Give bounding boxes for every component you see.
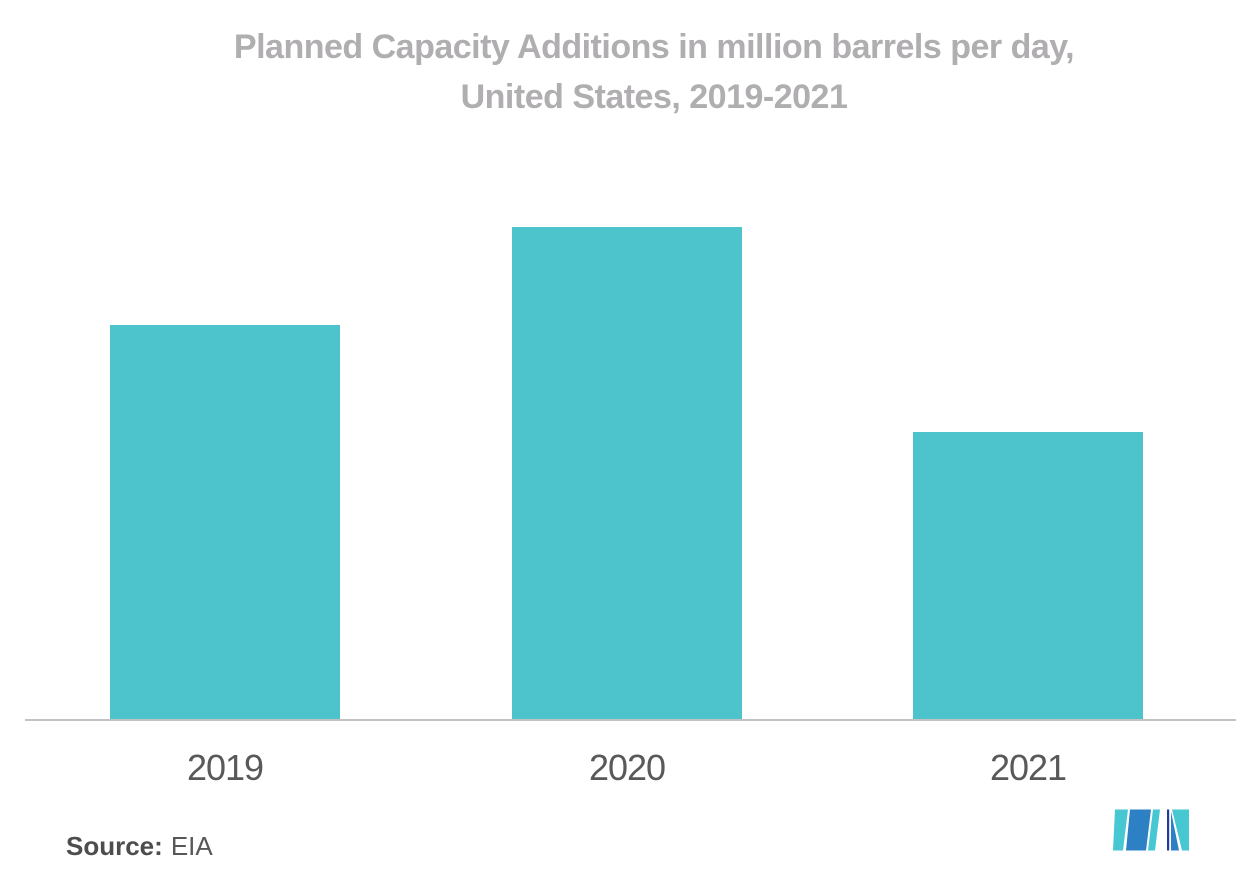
- logo-navy-line: [1167, 809, 1170, 851]
- bar-2021: [913, 432, 1143, 719]
- logo-left-teal-band: [1113, 809, 1128, 851]
- source-value: EIA: [170, 831, 213, 861]
- x-axis-label-2019: 2019: [186, 747, 264, 788]
- bar-2019: [110, 325, 340, 719]
- chart-title-line1: Planned Capacity Additions in million ba…: [233, 28, 1075, 66]
- source-label: Source:: [66, 831, 163, 861]
- logo-right-blue-tri: [1171, 811, 1179, 851]
- logo-left-blue-band: [1126, 809, 1151, 851]
- x-axis-label-2021: 2021: [989, 747, 1067, 788]
- source-note: Source: EIA: [66, 831, 213, 861]
- logo-right-teal-quad: [1172, 809, 1189, 851]
- x-axis-label-2020: 2020: [588, 747, 666, 788]
- chart-title: Planned Capacity Additions in million ba…: [27, 22, 1254, 122]
- mordor-intelligence-logo: [1113, 809, 1189, 851]
- logo-mid-teal-band: [1148, 809, 1160, 851]
- chart-title-line2: United States, 2019-2021: [460, 78, 848, 116]
- x-axis-line: [25, 719, 1236, 721]
- bar-2020: [512, 227, 742, 719]
